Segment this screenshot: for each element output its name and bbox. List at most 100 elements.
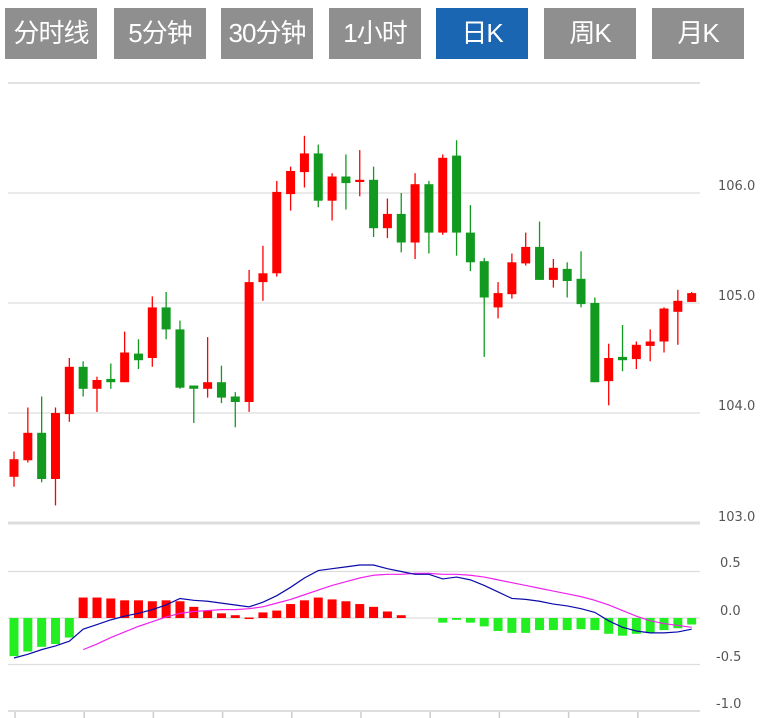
price-tick-label: 105.0 [718, 289, 755, 304]
macd-bar [272, 610, 282, 618]
candle-down [106, 378, 116, 383]
macd-bar [203, 610, 213, 618]
candle-up [147, 307, 157, 358]
macd-bar [576, 618, 586, 630]
macd-bar [286, 604, 296, 618]
tab-30min[interactable]: 30分钟 [221, 8, 313, 59]
candle-up [507, 262, 517, 295]
candle-up [286, 171, 296, 195]
macd-bar [535, 618, 545, 631]
price-tick-label: 106.0 [718, 179, 755, 194]
macd-bar [23, 618, 33, 652]
candle-up [548, 267, 558, 280]
candle-down [618, 356, 628, 361]
macd-bar [161, 600, 171, 618]
candle-up [23, 432, 33, 461]
candle-down [535, 246, 545, 280]
dea-line [82, 572, 692, 651]
candle-down [396, 213, 406, 243]
macd-bar [50, 618, 60, 645]
macd-bar [299, 600, 309, 618]
macd-bar [37, 618, 47, 647]
candle-up [493, 293, 503, 308]
macd-bar [355, 604, 365, 618]
price-tick-label: 104.0 [718, 399, 755, 414]
macd-bar [64, 618, 74, 638]
macd-panel [9, 564, 697, 659]
candle-down [479, 261, 489, 298]
axis-labels: 106.0 105.0 104.0 103.0 0.5 0.0 -0.5 -1.… [716, 179, 755, 712]
candle-down [341, 176, 351, 184]
candle-up [645, 341, 655, 346]
candle-up [92, 380, 102, 389]
macd-bar [465, 618, 475, 623]
macd-bar [452, 618, 462, 620]
candle-up [410, 184, 420, 243]
candle-down [452, 155, 462, 233]
candle-up [244, 282, 254, 402]
candle-up [659, 308, 669, 342]
macd-tick-label: 0.5 [720, 556, 741, 571]
candle-down [465, 232, 475, 263]
candle-up [64, 366, 74, 415]
candle-up [438, 157, 448, 233]
macd-bar [673, 618, 683, 629]
candle-down [189, 385, 199, 389]
macd-bar [244, 617, 254, 620]
macd-bar [175, 601, 185, 618]
candles [9, 135, 697, 506]
tab-1hour[interactable]: 1小时 [329, 8, 421, 59]
candle-down [424, 184, 434, 233]
candle-down [590, 303, 600, 383]
tab-5min[interactable]: 5分钟 [114, 8, 206, 59]
macd-bar [327, 599, 337, 618]
macd-bar [9, 618, 19, 657]
candle-up [327, 176, 337, 201]
macd-bar [313, 597, 323, 618]
price-tick-label: 103.0 [718, 510, 755, 525]
candle-down [161, 307, 171, 330]
macd-bar [258, 612, 268, 618]
tab-monthly-k[interactable]: 月K [652, 8, 744, 59]
macd-bar [521, 618, 531, 633]
macd-bar [507, 618, 517, 633]
macd-bar [396, 615, 406, 618]
macd-bar [548, 618, 558, 631]
candle-up [687, 293, 697, 302]
tab-daily-k[interactable]: 日K [436, 8, 528, 59]
macd-bar [493, 618, 503, 632]
macd-tick-label: 0.0 [720, 604, 741, 619]
macd-bar [106, 598, 116, 618]
macd-tick-label: -1.0 [716, 697, 741, 712]
candle-down [562, 268, 572, 281]
tab-timeline[interactable]: 分时线 [5, 8, 97, 59]
macd-bar [645, 618, 655, 633]
macd-bar [230, 615, 240, 618]
candle-down [216, 382, 226, 398]
macd-bar [78, 597, 88, 618]
candle-down [230, 396, 240, 402]
macd-bar [382, 611, 392, 618]
macd-bar [438, 618, 448, 623]
candle-down [369, 179, 379, 229]
macd-bar [562, 618, 572, 631]
candle-up [120, 352, 130, 383]
macd-bar [479, 618, 489, 627]
candle-up [203, 382, 213, 389]
candle-up [50, 413, 60, 479]
candle-down [78, 366, 88, 389]
dif-line [13, 564, 692, 659]
macd-bar [133, 600, 143, 618]
candle-up [631, 344, 641, 360]
candle-up [382, 213, 392, 229]
candle-up [299, 153, 309, 173]
macd-tick-label: -0.5 [716, 650, 741, 665]
candle-up [521, 246, 531, 264]
macd-bar [341, 601, 351, 618]
tab-weekly-k[interactable]: 周K [544, 8, 636, 59]
macd-bar [216, 613, 226, 618]
candle-up [355, 179, 365, 182]
candle-down [37, 432, 47, 479]
candle-up [9, 459, 19, 477]
